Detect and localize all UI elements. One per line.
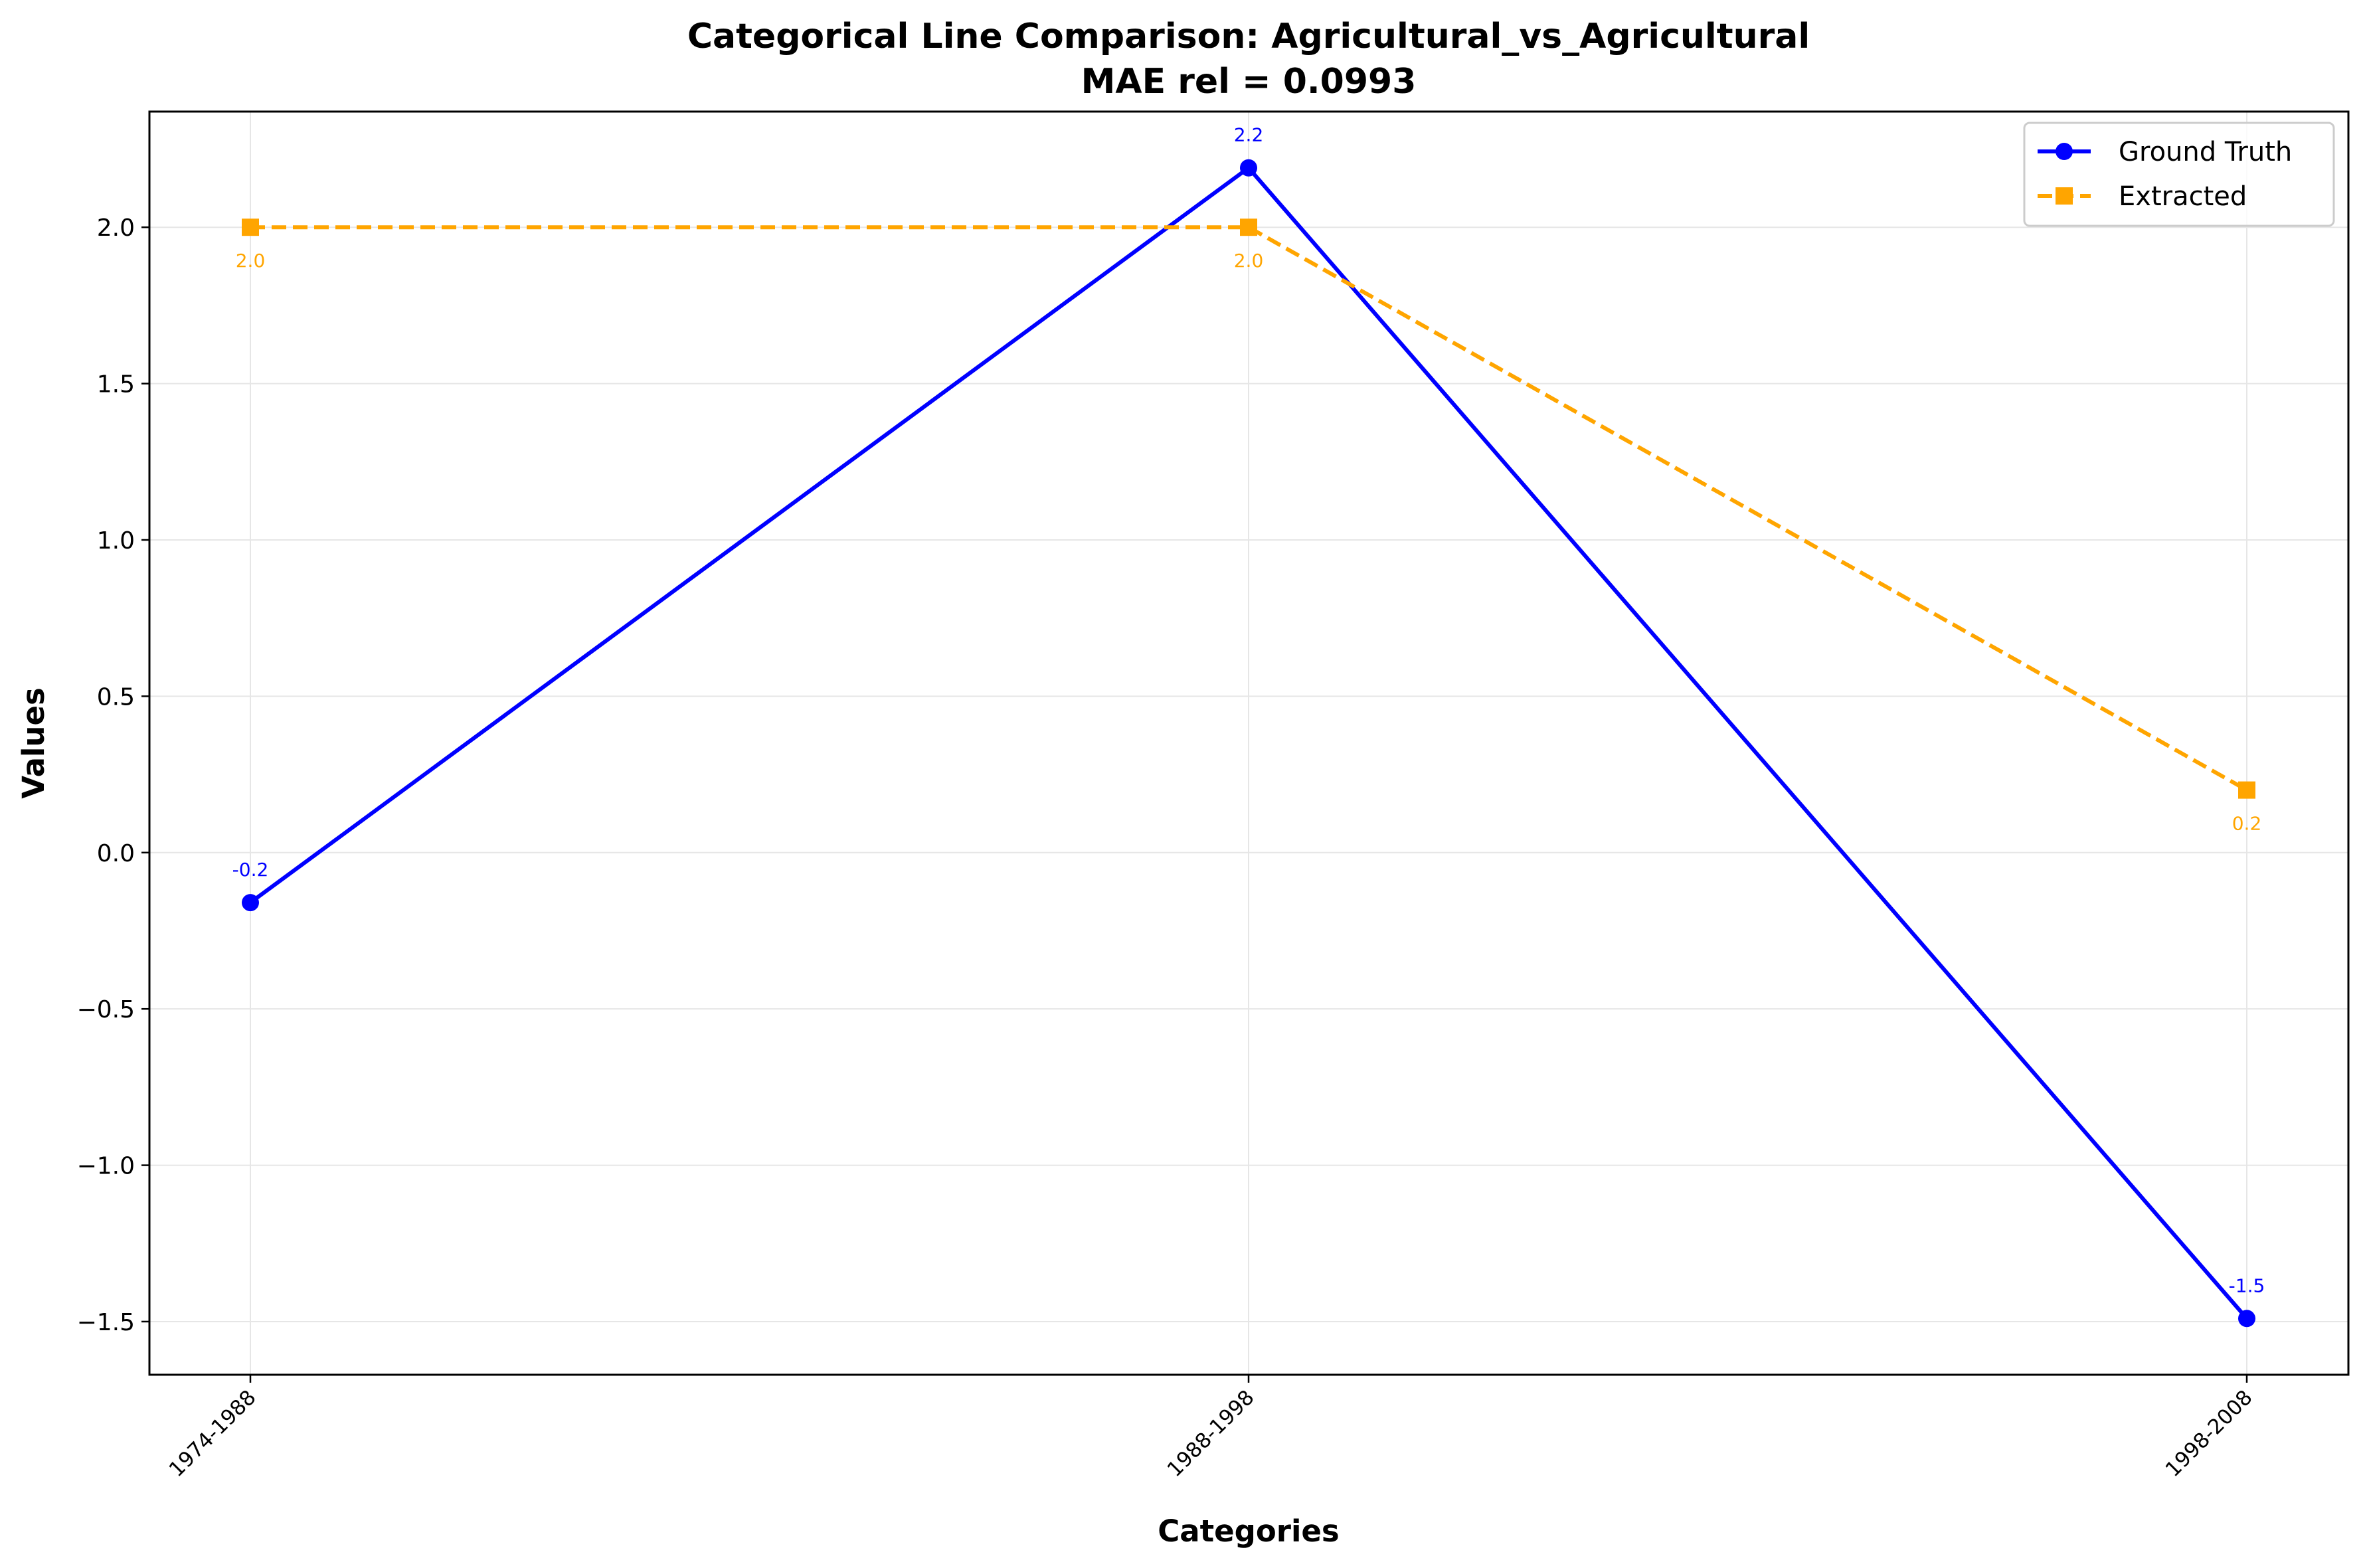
legend-box xyxy=(2023,122,2335,227)
series-ground-truth: -0.2 2.2 -1.5 xyxy=(232,124,2265,1328)
y-tick-label: −0.5 xyxy=(77,996,135,1023)
data-point-marker xyxy=(2238,781,2255,799)
legend: Ground Truth Extracted xyxy=(2023,122,2335,227)
data-label: 0.2 xyxy=(2232,813,2262,835)
data-point-marker xyxy=(1240,218,1257,236)
chart-subtitle: MAE rel = 0.0993 xyxy=(1081,62,1417,102)
data-label: -1.5 xyxy=(2229,1274,2265,1296)
y-tick-label: 0.0 xyxy=(97,840,135,867)
series-layer: -0.2 2.2 -1.5 2.0 2.0 0.2 xyxy=(232,124,2265,1328)
grid xyxy=(149,112,2348,1375)
y-tick-label: −1.0 xyxy=(77,1153,135,1180)
legend-label: Extracted xyxy=(2119,181,2247,212)
legend-marker xyxy=(2056,187,2073,205)
data-point-marker xyxy=(242,218,259,236)
data-label: -0.2 xyxy=(232,859,269,881)
y-tick-label: 1.5 xyxy=(97,371,135,398)
data-point-marker xyxy=(1240,159,1257,177)
y-tick-label: 2.0 xyxy=(97,215,135,242)
data-point-marker xyxy=(2238,1310,2255,1328)
data-label: 2.2 xyxy=(1234,124,1264,146)
y-tick-label: 1.0 xyxy=(97,527,135,555)
data-label: 2.0 xyxy=(236,250,266,272)
y-tick-label: −1.5 xyxy=(77,1309,135,1336)
legend-label: Ground Truth xyxy=(2119,137,2292,167)
y-tick-label: 0.5 xyxy=(97,683,135,711)
y-axis-label: Values xyxy=(16,687,51,799)
y-axis: −1.5 −1.0 −0.5 0.0 0.5 1.0 1.5 2.0 xyxy=(77,215,149,1336)
data-label: 2.0 xyxy=(1234,250,1264,272)
series-extracted: 2.0 2.0 0.2 xyxy=(236,218,2262,835)
legend-item: Ground Truth xyxy=(2038,137,2292,167)
data-point-marker xyxy=(242,894,259,912)
legend-marker xyxy=(2056,143,2073,160)
chart-title: Categorical Line Comparison: Agricultura… xyxy=(687,17,1810,56)
legend-item: Extracted xyxy=(2038,181,2247,212)
series-line xyxy=(250,225,2248,792)
x-axis-label: Categories xyxy=(1158,1514,1339,1549)
